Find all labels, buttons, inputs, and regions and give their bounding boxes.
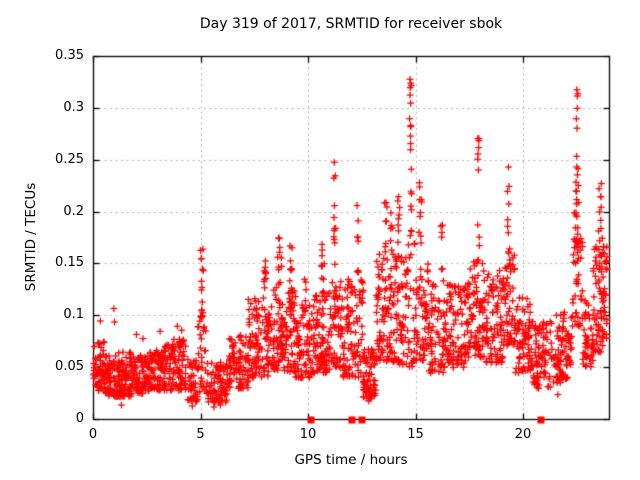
y-tick-label: 0.35 xyxy=(55,48,84,63)
x-tick-label: 15 xyxy=(407,427,424,442)
x-tick-label: 5 xyxy=(196,427,205,442)
y-tick-label: 0.1 xyxy=(63,307,84,323)
y-tick-label: 0.25 xyxy=(55,151,84,167)
y-axis-label: SRMTID / TECUs xyxy=(23,182,39,292)
x-axis-label: GPS time / hours xyxy=(294,452,408,468)
x-tick-label: 20 xyxy=(514,427,532,442)
chart-title: Day 319 of 2017, SRMTID for receiver sbo… xyxy=(199,16,503,32)
x-tick-label: 10 xyxy=(299,427,317,442)
x-tick-label: 0 xyxy=(88,427,98,442)
y-tick-label: 0.05 xyxy=(55,359,84,375)
y-tick-label: 0.15 xyxy=(55,255,84,271)
y-tick-label: 0 xyxy=(75,411,84,426)
y-tick-label: 0.3 xyxy=(63,99,84,115)
y-tick-label: 0.2 xyxy=(63,203,84,219)
